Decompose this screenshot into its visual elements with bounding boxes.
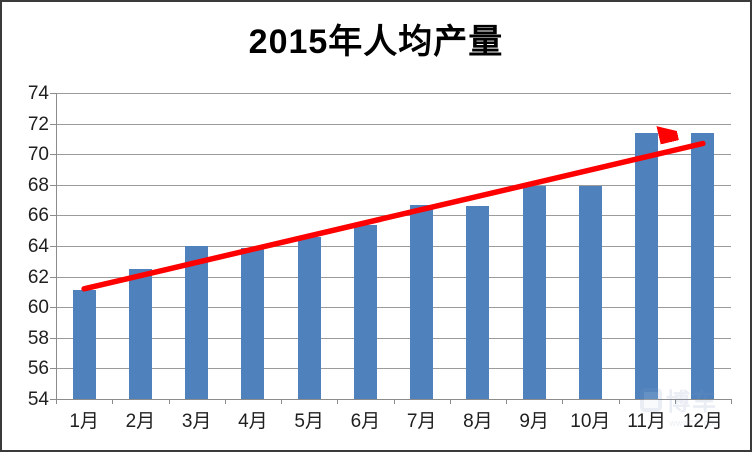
y-axis-tick-label: 72 — [27, 113, 49, 135]
y-axis-tick-mark — [50, 93, 56, 94]
y-axis-tick-mark — [50, 368, 56, 370]
x-axis-tick-mark — [731, 399, 732, 404]
x-axis-tick-label: 6月 — [350, 411, 381, 432]
y-axis-tick-label: 56 — [27, 358, 49, 380]
bar-11月[interactable] — [635, 132, 659, 399]
y-axis-tick-label: 64 — [27, 236, 49, 257]
x-axis-tick-label: 11月 — [627, 411, 666, 432]
bar-6月[interactable] — [353, 224, 377, 399]
bar-7月[interactable] — [410, 204, 434, 399]
x-axis-tick-label: 4月 — [238, 411, 268, 432]
chart-title: 2015年人均产量 — [248, 23, 504, 61]
gridline — [56, 93, 731, 94]
y-axis-tick-mark — [50, 123, 56, 125]
bar-4月[interactable] — [241, 247, 265, 399]
x-axis-tick-label: 8月 — [463, 411, 493, 432]
bar-12月[interactable] — [691, 132, 715, 399]
y-axis-tick-mark — [50, 399, 56, 400]
gridline — [56, 123, 731, 125]
y-axis-tick-label: 54 — [27, 389, 49, 410]
bar-2月[interactable] — [128, 268, 152, 399]
x-axis-tick-mark — [112, 399, 114, 404]
y-axis-tick-mark — [50, 276, 56, 278]
y-axis-tick-mark — [50, 154, 56, 156]
gridline — [56, 307, 731, 309]
x-axis-tick-mark — [224, 399, 226, 404]
bar-9月[interactable] — [522, 186, 546, 399]
y-axis-tick-mark — [50, 215, 56, 217]
gridline — [56, 184, 731, 186]
y-axis-tick-label: 70 — [27, 144, 49, 166]
gridline — [56, 368, 731, 370]
y-axis-tick-mark — [50, 307, 56, 309]
bar-10月[interactable] — [578, 186, 602, 399]
gridline — [56, 154, 731, 156]
y-axis-tick-label: 62 — [27, 266, 49, 288]
x-axis-tick-label: 2月 — [125, 411, 156, 432]
x-axis-tick-label: 5月 — [294, 411, 324, 432]
gridline — [56, 276, 731, 278]
gridline — [56, 337, 731, 339]
x-axis-tick-mark — [56, 399, 57, 404]
x-axis-tick-mark — [618, 399, 620, 404]
x-axis-tick-mark — [506, 399, 507, 404]
y-axis-tick-label: 60 — [27, 297, 49, 319]
x-axis-tick-mark — [281, 399, 282, 404]
y-axis-tick-mark — [50, 246, 56, 247]
gridline — [56, 246, 731, 247]
bar-1月[interactable] — [72, 290, 96, 399]
x-axis-tick-label: 12月 — [682, 411, 723, 432]
y-axis-tick-label: 74 — [27, 83, 49, 104]
y-axis-tick-label: 68 — [27, 174, 49, 196]
x-axis-tick-label: 10月 — [570, 411, 611, 432]
x-axis-tick-label: 3月 — [181, 411, 212, 432]
x-axis-tick-mark — [449, 399, 451, 404]
gridline — [56, 215, 731, 217]
y-axis-tick-mark — [50, 337, 56, 339]
bar-8月[interactable] — [466, 206, 490, 399]
x-axis-tick-label: 9月 — [519, 411, 549, 432]
bar-5月[interactable] — [297, 236, 321, 399]
x-axis-tick-mark — [393, 399, 395, 404]
bar-3月[interactable] — [185, 246, 209, 399]
x-axis-tick-label: 1月 — [69, 411, 99, 432]
y-axis-tick-mark — [50, 184, 56, 186]
x-axis-tick-label: 7月 — [406, 411, 437, 432]
y-axis-tick-label: 58 — [27, 327, 49, 349]
y-axis-tick-label: 66 — [27, 205, 49, 227]
x-axis-tick-mark — [337, 399, 339, 404]
y-axis-line — [56, 93, 57, 399]
x-axis-tick-mark — [562, 399, 564, 404]
x-axis-tick-mark — [674, 399, 676, 404]
x-axis-tick-mark — [168, 399, 170, 404]
